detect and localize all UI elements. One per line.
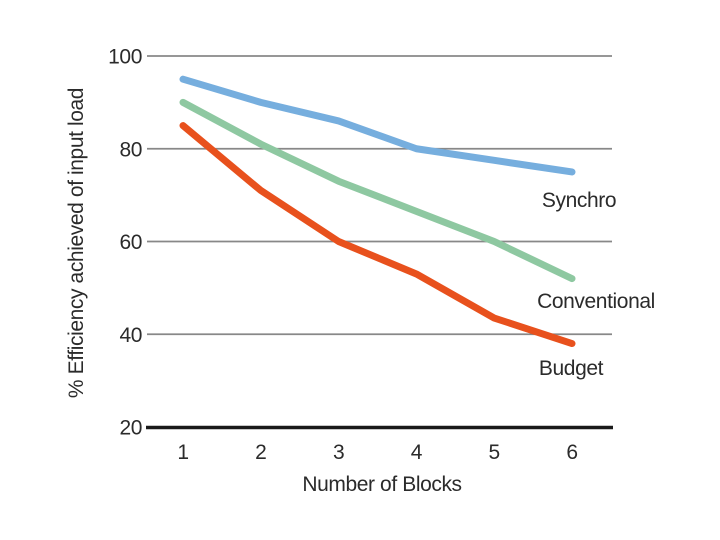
series-label-conventional: Conventional (537, 290, 655, 313)
y-tick-label-20: 20 (119, 417, 142, 440)
y-axis-title: % Efficiency achieved of input load (65, 87, 88, 399)
series-line-budget (179, 122, 576, 348)
x-tick-label-3: 3 (333, 441, 344, 464)
x-tick-label-1: 1 (177, 441, 188, 464)
series-line-synchro (179, 75, 576, 176)
y-tick-label-60: 60 (119, 231, 142, 254)
y-tick-label-40: 40 (119, 324, 142, 347)
y-tick-label-100: 100 (108, 46, 142, 69)
x-tick-label-4: 4 (411, 441, 423, 464)
x-axis-title: Number of Blocks (302, 473, 462, 496)
series-label-synchro: Synchro (541, 189, 617, 212)
y-tick-label-80: 80 (119, 138, 142, 161)
x-tick-label-6: 6 (566, 441, 577, 464)
series-label-budget: Budget (538, 357, 604, 380)
series-line-conventional (179, 98, 576, 283)
x-tick-label-5: 5 (489, 441, 500, 464)
x-tick-label-2: 2 (255, 441, 266, 464)
